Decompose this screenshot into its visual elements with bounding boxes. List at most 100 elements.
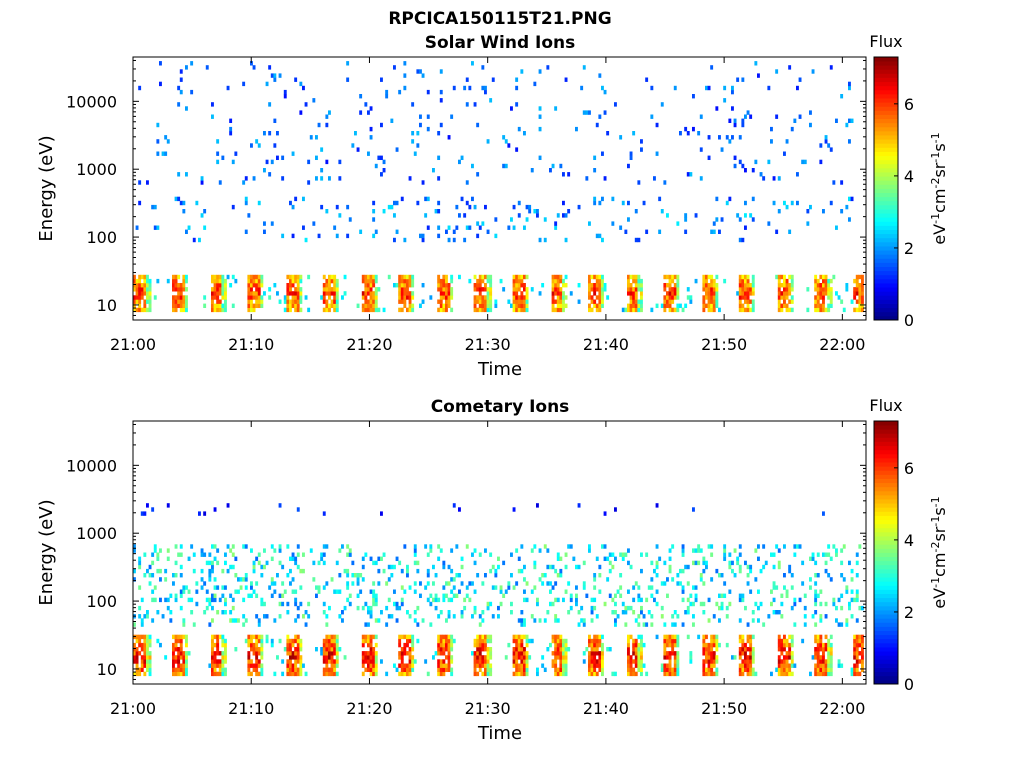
heat-cell (169, 610, 173, 615)
heat-cell (525, 634, 529, 640)
heat-cell (179, 593, 183, 599)
heat-cell (502, 287, 506, 292)
heat-cell (499, 278, 503, 284)
heat-cell (556, 573, 560, 578)
heat-cell (304, 295, 308, 300)
heat-cell (749, 564, 753, 570)
heat-cell (367, 299, 370, 304)
heat-cell (299, 585, 303, 590)
heat-cell (777, 647, 781, 652)
heat-cell (224, 585, 227, 590)
heat-cell (270, 642, 274, 648)
heat-cell (224, 278, 227, 284)
heat-cell (634, 642, 638, 648)
heat-cell (450, 295, 454, 300)
heat-cell (364, 552, 368, 557)
heat-cell (283, 307, 287, 313)
colorbar-step (874, 663, 898, 668)
heat-cell (346, 77, 350, 82)
heat-cell (738, 299, 742, 304)
heat-cell (676, 655, 680, 660)
heat-cell (790, 638, 794, 644)
heat-cell (481, 303, 485, 309)
heat-cell (741, 634, 745, 640)
heat-cell (250, 548, 253, 553)
heat-cell (710, 634, 714, 640)
heat-cell (325, 614, 329, 619)
heat-cell (328, 303, 331, 309)
heat-cell (471, 651, 474, 656)
heat-cell (543, 237, 547, 243)
heat-cell (619, 573, 623, 578)
heat-cell (606, 577, 610, 582)
heat-cell (260, 663, 264, 668)
heat-cell (728, 118, 732, 124)
heat-cell (247, 671, 251, 677)
heat-cell (135, 283, 139, 288)
heat-cell (174, 278, 178, 284)
heat-cell (172, 659, 175, 664)
heat-cell (796, 85, 799, 91)
heat-cell (523, 651, 526, 656)
heat-cell (224, 642, 227, 648)
heat-cell (203, 552, 207, 557)
heat-cell (200, 568, 204, 574)
heat-cell (333, 295, 337, 300)
heat-cell (541, 573, 545, 578)
heat-cell (195, 200, 199, 206)
heat-cell (372, 655, 376, 660)
heat-cell (447, 581, 451, 586)
heat-cell (257, 663, 261, 668)
heat-cell (525, 655, 529, 660)
heat-cell (689, 655, 693, 660)
heat-cell (289, 283, 292, 288)
heat-cell (601, 278, 604, 284)
heat-cell (260, 638, 264, 644)
heat-cell (840, 94, 844, 99)
heat-cell (460, 581, 464, 586)
heat-cell (211, 102, 214, 107)
heat-cell (702, 581, 706, 586)
heat-cell (276, 291, 279, 296)
heat-cell (447, 667, 451, 673)
heat-cell (281, 659, 285, 664)
heat-cell (437, 638, 441, 644)
heat-cell (257, 622, 261, 627)
heat-cell (556, 295, 560, 300)
heat-cell (312, 98, 316, 103)
heat-cell (476, 663, 480, 668)
heat-cell (671, 638, 675, 644)
heat-cell (450, 287, 454, 292)
heat-cell (333, 667, 337, 673)
heat-cell (845, 585, 849, 590)
heat-cell (439, 642, 443, 648)
heat-cell (785, 283, 789, 288)
heat-cell (814, 638, 818, 644)
heat-cell (525, 659, 529, 664)
heat-cell (333, 651, 337, 656)
heat-cell (403, 647, 407, 652)
colorbar-tick-label: 0 (904, 311, 914, 330)
heat-cell (442, 667, 446, 673)
heat-cell (757, 605, 760, 611)
heat-cell (710, 577, 714, 582)
heat-cell (861, 655, 864, 660)
heat-cell (601, 237, 604, 243)
heat-cell (244, 585, 248, 590)
heat-cell (772, 597, 776, 603)
heat-cell (237, 589, 240, 594)
heat-cell (520, 568, 524, 574)
heat-cell (421, 618, 425, 623)
heat-cell (302, 85, 305, 91)
heat-cell (322, 544, 326, 549)
heat-cell (229, 126, 233, 132)
heat-cell (517, 283, 521, 288)
heat-cell (731, 560, 734, 566)
heat-cell (702, 659, 706, 664)
colorbar-step (874, 213, 898, 218)
heat-cell (650, 577, 654, 582)
heat-cell (312, 221, 316, 226)
heat-cell (489, 634, 493, 640)
heat-cell (520, 544, 524, 549)
heat-cell (278, 593, 282, 599)
